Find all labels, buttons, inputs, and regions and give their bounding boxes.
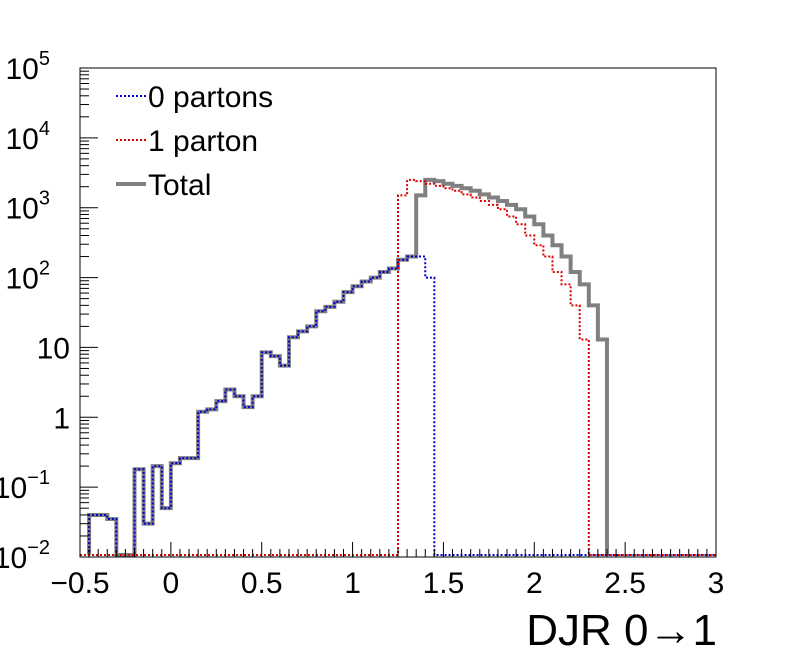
y-tick-label: 102	[6, 258, 51, 296]
y-tick-base: 10	[6, 263, 39, 296]
y-tick-label: 10−2	[0, 537, 50, 575]
y-tick-label: 10	[37, 332, 70, 365]
y-tick-base: 10	[37, 332, 70, 365]
y-tick-exponent: 4	[39, 118, 50, 140]
y-tick-label: 103	[6, 188, 51, 226]
y-tick-label: 104	[6, 118, 51, 156]
x-tick-label: 1.5	[423, 567, 465, 600]
y-tick-label: 105	[6, 48, 51, 86]
legend-label: 1 parton	[148, 125, 258, 158]
x-tick-label: 3	[708, 567, 725, 600]
x-axis-title: DJR 0→1	[526, 606, 717, 655]
y-tick-exponent: 2	[39, 258, 50, 280]
y-tick-label: 1	[53, 402, 70, 435]
y-tick-base: 10	[6, 193, 39, 226]
x-tick-label: −0.5	[50, 567, 109, 600]
y-tick-exponent: −1	[27, 467, 50, 489]
x-axis: −0.5 0 0.5 1 1.5 2 2.5 3	[50, 542, 724, 600]
legend-label: Total	[148, 169, 211, 202]
series-layer	[80, 177, 716, 557]
y-tick-label: 10−1	[0, 467, 50, 505]
legend: 0 partons 1 parton Total	[116, 81, 273, 202]
y-tick-exponent: 3	[39, 188, 50, 210]
y-tick-base: 10	[6, 123, 39, 156]
y-tick-exponent: −2	[27, 537, 50, 559]
x-tick-label: 1	[344, 567, 361, 600]
series-line-0-partons	[80, 255, 716, 556]
x-tick-label: 0.5	[241, 567, 283, 600]
y-tick-base: 1	[53, 402, 70, 435]
y-tick-exponent: 5	[39, 48, 50, 70]
y-tick-base: 10	[0, 472, 27, 505]
legend-label: 0 partons	[148, 81, 273, 114]
x-tick-label: 0	[163, 567, 180, 600]
series-line-1-parton	[80, 178, 716, 556]
x-tick-label: 2.5	[604, 567, 646, 600]
y-tick-base: 10	[0, 542, 27, 575]
x-tick-label: 2	[526, 567, 543, 600]
y-tick-base: 10	[6, 53, 39, 86]
